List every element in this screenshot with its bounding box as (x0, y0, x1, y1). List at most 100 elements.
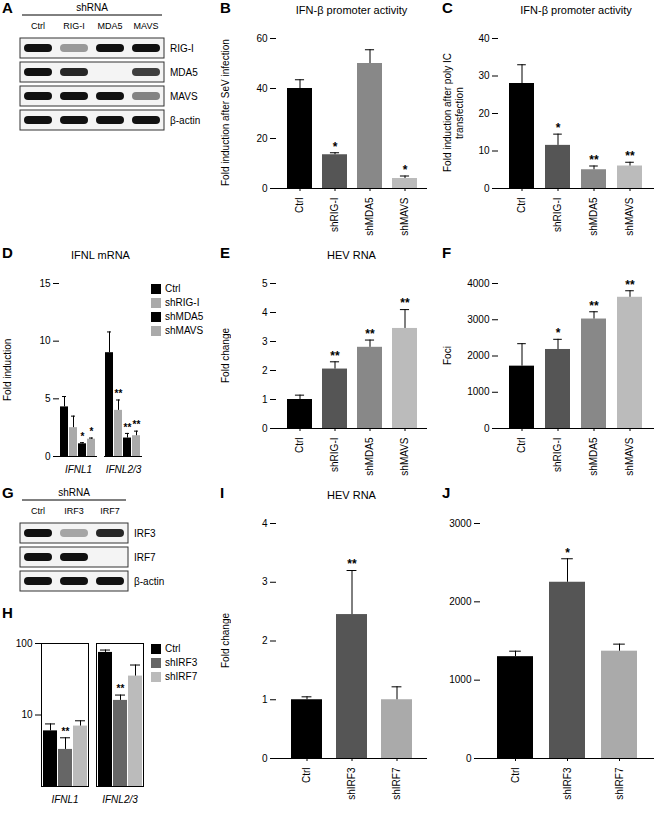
svg-text:0: 0 (262, 423, 268, 434)
svg-text:3000: 3000 (449, 518, 472, 529)
svg-text:3: 3 (262, 576, 268, 587)
svg-text:shIRF7: shIRF7 (391, 767, 402, 800)
svg-text:Ctrl: Ctrl (31, 21, 45, 31)
svg-text:IRF7: IRF7 (100, 506, 120, 516)
svg-text:RIG-I: RIG-I (63, 21, 85, 31)
svg-text:IRF3: IRF3 (64, 506, 84, 516)
svg-text:3: 3 (262, 336, 268, 347)
svg-text:10: 10 (39, 335, 51, 346)
svg-text:shIRF7: shIRF7 (614, 767, 625, 800)
svg-text:shMDA5: shMDA5 (588, 437, 599, 476)
svg-text:**: ** (347, 557, 357, 571)
svg-text:Ctrl: Ctrl (516, 438, 527, 454)
svg-text:Ctrl: Ctrl (294, 198, 305, 214)
svg-text:**: ** (589, 153, 599, 167)
svg-text:shRIG-I: shRIG-I (329, 198, 340, 232)
svg-text:Ctrl: Ctrl (510, 768, 521, 784)
svg-text:5: 5 (45, 393, 51, 404)
svg-text:15: 15 (39, 278, 51, 289)
svg-text:MAVS: MAVS (170, 91, 198, 102)
svg-text:40: 40 (478, 33, 490, 44)
svg-text:**: ** (62, 726, 70, 737)
svg-text:1000: 1000 (467, 386, 490, 397)
svg-text:0: 0 (484, 423, 490, 434)
svg-text:40: 40 (256, 83, 268, 94)
svg-text:IFNL2/3: IFNL2/3 (102, 794, 138, 805)
svg-text:*: * (556, 121, 561, 135)
svg-text:0: 0 (262, 183, 268, 194)
svg-text:20: 20 (256, 133, 268, 144)
svg-text:100: 100 (16, 638, 33, 649)
svg-text:**: ** (400, 296, 410, 310)
svg-text:4: 4 (262, 518, 268, 529)
svg-text:β-actin: β-actin (134, 576, 164, 587)
svg-text:shMAVS: shMAVS (399, 197, 410, 235)
svg-text:*: * (81, 431, 85, 442)
svg-text:shRNA: shRNA (76, 2, 108, 13)
svg-text:4000: 4000 (467, 278, 490, 289)
svg-text:0: 0 (262, 753, 268, 764)
html-text:IFN-β promoter activity: IFN-β promoter activity (295, 4, 408, 16)
svg-text:**: ** (365, 327, 375, 341)
svg-text:shMDA5: shMDA5 (364, 197, 375, 236)
svg-text:*: * (403, 163, 408, 177)
svg-text:IRF7: IRF7 (134, 552, 156, 563)
svg-text:shMDA5: shMDA5 (364, 437, 375, 476)
svg-text:2: 2 (262, 365, 268, 376)
svg-text:10: 10 (478, 145, 490, 156)
svg-text:Ctrl: Ctrl (31, 506, 45, 516)
svg-text:3000: 3000 (467, 314, 490, 325)
svg-text:IFNL2/3: IFNL2/3 (106, 464, 142, 475)
svg-text:IFNL1: IFNL1 (51, 794, 78, 805)
svg-text:10: 10 (21, 709, 33, 720)
svg-text:0: 0 (45, 451, 51, 462)
svg-text:2: 2 (262, 635, 268, 646)
svg-text:Ctrl: Ctrl (294, 438, 305, 454)
svg-text:*: * (565, 546, 570, 560)
svg-text:2000: 2000 (467, 350, 490, 361)
svg-text:shRIG-I: shRIG-I (552, 198, 563, 232)
svg-text:*: * (90, 426, 94, 437)
svg-text:**: ** (625, 278, 635, 292)
svg-text:1: 1 (262, 694, 268, 705)
svg-text:shRIG-I: shRIG-I (329, 438, 340, 472)
svg-text:RIG-I: RIG-I (170, 43, 194, 54)
svg-text:Ctrl: Ctrl (301, 768, 312, 784)
svg-text:**: ** (589, 299, 599, 313)
svg-text:1000: 1000 (449, 674, 472, 685)
svg-text:shRIG-I: shRIG-I (552, 438, 563, 472)
svg-text:shMAVS: shMAVS (399, 437, 410, 475)
svg-text:*: * (556, 326, 561, 340)
svg-text:60: 60 (256, 33, 268, 44)
svg-text:IFNL1: IFNL1 (65, 464, 92, 475)
svg-text:**: ** (115, 388, 123, 399)
svg-text:**: ** (117, 683, 125, 694)
svg-text:MDA5: MDA5 (97, 21, 122, 31)
svg-text:shMAVS: shMAVS (624, 437, 635, 475)
svg-text:20: 20 (478, 108, 490, 119)
svg-text:1: 1 (262, 394, 268, 405)
svg-text:0: 0 (466, 753, 472, 764)
svg-text:MDA5: MDA5 (170, 67, 198, 78)
svg-text:**: ** (133, 419, 141, 430)
html-text:G: G (2, 484, 14, 501)
svg-text:shIRF3: shIRF3 (346, 767, 357, 800)
svg-text:**: ** (330, 349, 340, 363)
svg-text:0: 0 (484, 183, 490, 194)
svg-text:2000: 2000 (449, 596, 472, 607)
svg-text:shRNA: shRNA (58, 487, 90, 498)
svg-text:MAVS: MAVS (134, 21, 159, 31)
svg-text:β-actin: β-actin (170, 115, 200, 126)
html-text:Fold induction after poly IC t: Fold induction after poly IC transfectio… (442, 53, 465, 173)
svg-text:*: * (333, 140, 338, 154)
svg-text:**: ** (124, 422, 132, 433)
svg-text:shMAVS: shMAVS (624, 197, 635, 235)
svg-text:Ctrl: Ctrl (516, 198, 527, 214)
svg-text:30: 30 (478, 70, 490, 81)
svg-text:4: 4 (262, 307, 268, 318)
svg-text:5: 5 (262, 278, 268, 289)
svg-text:shMDA5: shMDA5 (588, 197, 599, 236)
svg-text:**: ** (625, 149, 635, 163)
svg-text:shIRF3: shIRF3 (562, 767, 573, 800)
svg-text:IRF3: IRF3 (134, 528, 156, 539)
